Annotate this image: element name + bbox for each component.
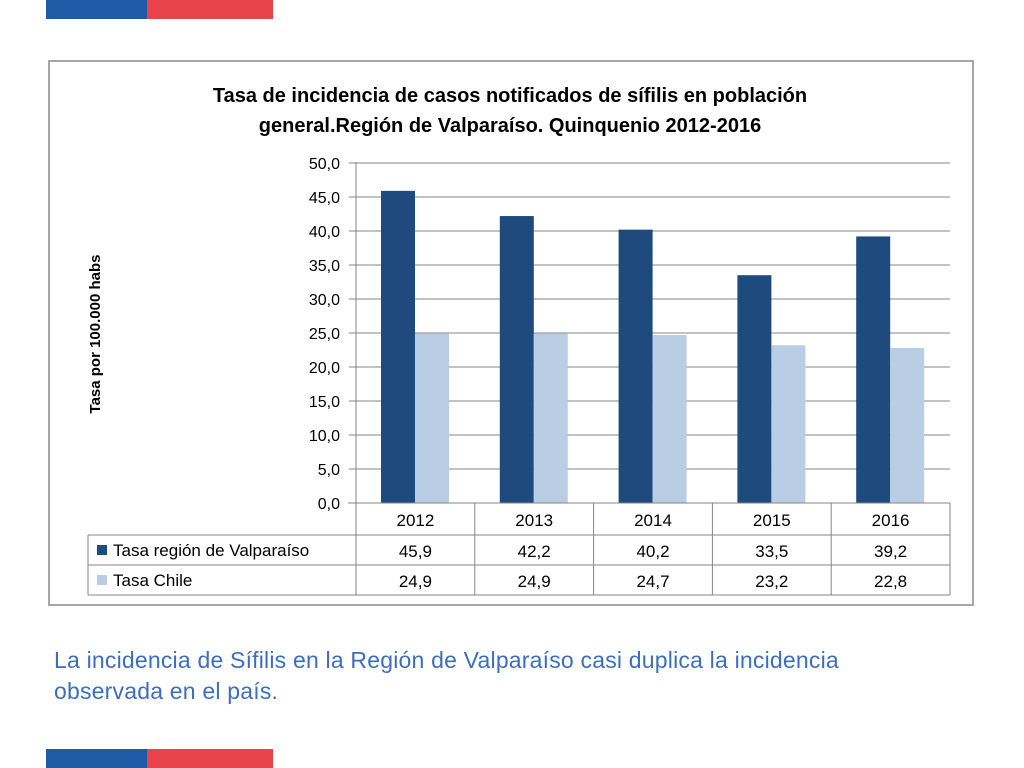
table-value-cell: 24,9 [399,572,432,591]
y-tick-label: 40,0 [309,224,340,241]
y-tick-label: 5,0 [318,462,340,479]
y-tick-label: 50,0 [309,156,340,173]
y-tick-label: 30,0 [309,292,340,309]
y-axis-label: Tasa por 100.000 habs [87,255,104,414]
table-value-cell: 22,8 [874,572,907,591]
bar-region-2014 [618,229,653,503]
x-category-label: 2014 [634,511,672,530]
bar-chile-2013 [533,333,568,503]
bar-chile-2016 [890,347,925,503]
flag-red-segment [147,749,273,768]
chart-title-line1: Tasa de incidencia de casos notificados … [213,85,807,107]
caption-text: La incidencia de Sífilis en la Región de… [54,647,839,704]
bar-region-2016 [856,236,891,503]
legend-swatch-chile [97,575,107,585]
bar-region-2015 [737,275,772,503]
legend-label: Tasa región de Valparaíso [113,541,309,560]
chart-title-line2: general.Región de Valparaíso. Quinquenio… [259,115,761,137]
legend-label: Tasa Chile [113,571,192,590]
x-category-label: 2012 [396,511,434,530]
table-value-cell: 23,2 [755,572,788,591]
bar-chart: 0,0 5,0 10,0 15,0 20,0 25,0 30,0 35,0 40,0 45,0 50… [87,85,951,596]
y-tick-label: 20,0 [309,360,340,377]
bar-region-2012 [381,190,415,503]
bar-chile-2015 [771,345,806,503]
table-value-cell: 24,7 [636,572,669,591]
table-value-cell: 33,5 [755,542,788,561]
x-category-label: 2015 [753,511,791,530]
bar-region-2013 [499,216,534,504]
flag-blue-segment [46,0,147,19]
x-category-label: 2016 [872,511,910,530]
bar-chile-2014 [652,335,687,503]
y-tick-label: 45,0 [309,190,340,207]
table-value-cell: 39,2 [874,542,907,561]
flag-blue-segment [46,749,147,768]
bar-chile-2012 [415,333,449,503]
flag-red-segment [147,0,273,19]
table-value-cell: 24,9 [518,572,551,591]
table-value-cell: 45,9 [399,542,432,561]
legend-swatch-region [97,545,107,555]
y-tick-label: 10,0 [309,428,340,445]
chart-frame: 0,0 5,0 10,0 15,0 20,0 25,0 30,0 35,0 40,0 45,0 50… [48,60,974,606]
y-tick-label: 25,0 [309,326,340,343]
x-category-label: 2013 [515,511,553,530]
table-value-cell: 40,2 [636,542,669,561]
y-tick-label: 0,0 [318,496,340,513]
y-tick-label: 15,0 [309,394,340,411]
y-tick-label: 35,0 [309,258,340,275]
table-value-cell: 42,2 [518,542,551,561]
